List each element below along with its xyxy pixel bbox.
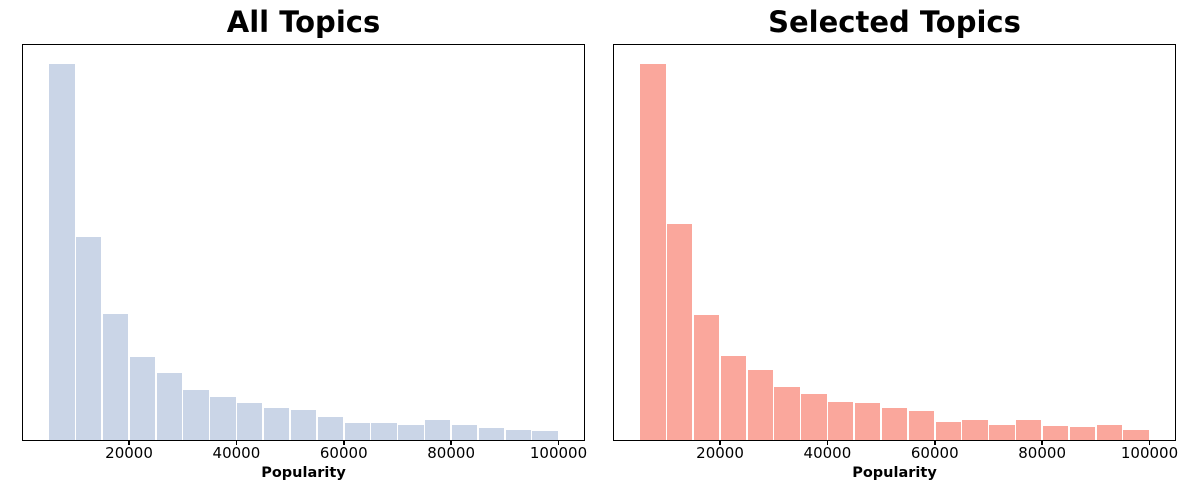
chart-title-all-topics: All Topics: [226, 5, 381, 39]
histogram-bar: [1016, 419, 1042, 440]
x-tick-mark: [1041, 440, 1043, 445]
x-tick-mark: [826, 440, 829, 445]
subplot-selected-topics: Selected Topics 20000 40000 60000 80000 1000…: [613, 0, 1178, 500]
x-tick-mark: [128, 440, 130, 445]
histogram-bar: [720, 355, 747, 440]
x-tick-label: 20000: [696, 444, 744, 462]
histogram-bar: [505, 429, 531, 440]
x-tick-mark: [450, 440, 452, 445]
histogram-bar: [102, 313, 129, 440]
histogram-bar: [371, 423, 397, 440]
histogram-bar: [49, 63, 75, 440]
x-tick-label: 100000: [1120, 444, 1179, 462]
x-tick-label: 80000: [1018, 444, 1066, 462]
histogram-bar: [1096, 425, 1122, 440]
histogram-bar: [881, 408, 908, 440]
histogram-bar: [1069, 427, 1096, 440]
histogram-bar: [478, 428, 505, 440]
x-tick-mark: [934, 440, 936, 445]
histogram-bar: [908, 410, 934, 440]
histogram-bar: [774, 386, 800, 440]
x-axis-label: Popularity: [852, 465, 937, 481]
plot-area-all-topics: 20000 40000 60000 80000 100000: [22, 44, 587, 461]
x-tick-label: 20000: [105, 444, 153, 462]
x-tick-mark: [719, 440, 721, 445]
x-tick-mark: [1148, 440, 1151, 445]
histogram-bar: [801, 394, 827, 440]
histogram-bar: [156, 373, 182, 440]
chart-title-selected-topics: Selected Topics: [768, 5, 1021, 39]
histogram-bar: [989, 424, 1015, 440]
histogram-bar: [451, 425, 478, 440]
x-tick-label: 80000: [427, 444, 475, 462]
histogram-bar: [210, 397, 236, 440]
histogram-bar: [962, 419, 988, 440]
plot-area-selected-topics: 20000 40000 60000 80000 100000: [613, 44, 1178, 461]
histogram-bar: [935, 422, 961, 440]
x-tick-label: 60000: [319, 444, 368, 462]
x-tick-mark: [557, 440, 560, 445]
histogram-bar: [640, 63, 666, 440]
histogram-bar: [667, 223, 693, 440]
histogram-bar: [854, 403, 881, 440]
x-tick-label: 60000: [910, 444, 959, 462]
x-tick-mark: [235, 440, 238, 445]
x-tick-mark: [343, 440, 345, 445]
histogram-bar: [747, 369, 773, 440]
histogram-bar: [317, 417, 343, 440]
histogram-bar: [532, 431, 558, 440]
histogram-bar: [344, 423, 370, 440]
x-tick-label: 40000: [212, 444, 261, 462]
histogram-bar: [693, 314, 720, 440]
histogram-bar: [1042, 426, 1069, 440]
histogram-bar: [425, 420, 451, 440]
histogram-bar: [290, 410, 317, 440]
histogram-bar: [183, 390, 209, 440]
x-tick-label: 40000: [803, 444, 852, 462]
histogram-bar: [828, 401, 854, 440]
x-tick-label: 100000: [529, 444, 588, 462]
histogram-bar: [76, 236, 102, 440]
subplot-all-topics: All Topics 20000 40000 60000 80000 100000 Po…: [22, 0, 587, 500]
x-axis-label: Popularity: [261, 465, 346, 481]
histogram-bar: [129, 357, 156, 440]
histogram-bar: [237, 403, 263, 440]
histogram-bar: [1123, 429, 1149, 440]
histogram-bar: [398, 424, 424, 440]
histogram-bar: [263, 407, 290, 440]
